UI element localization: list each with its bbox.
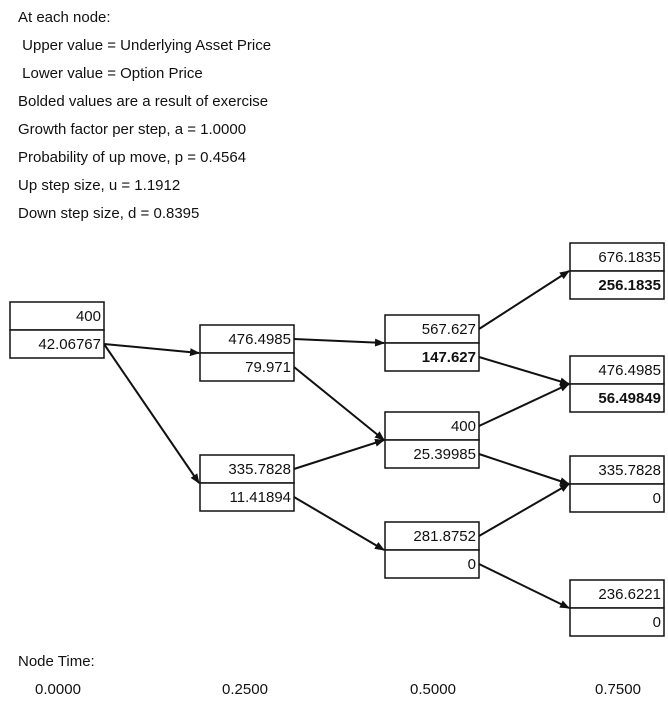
node-upper-box [569, 455, 665, 485]
node-lower-value: 42.06767 [38, 336, 101, 353]
node-upper-value: 236.6221 [598, 586, 661, 603]
node-lower-box [569, 270, 665, 300]
edge-arrow [293, 338, 385, 347]
edge-arrow [293, 366, 385, 441]
node-upper-value: 335.7828 [228, 461, 291, 478]
node-upper-value: 281.8752 [413, 528, 476, 545]
edge-arrow [293, 438, 385, 470]
node-lower-box [9, 329, 105, 359]
edge-arrow [103, 343, 200, 484]
node-upper-box [569, 242, 665, 272]
node-upper-box [384, 521, 480, 551]
node-lower-value: 256.1835 [598, 277, 661, 294]
note-line: Probability of up move, p = 0.4564 [18, 149, 246, 166]
node-lower-box [384, 439, 480, 469]
note-line: Upper value = Underlying Asset Price [18, 37, 271, 54]
node-time: 0.0000 [35, 681, 81, 698]
node-upper-value: 335.7828 [598, 462, 661, 479]
note-line: Down step size, d = 0.8395 [18, 205, 199, 222]
edge-arrow [478, 383, 570, 427]
node-lower-box [199, 352, 295, 382]
node-time: 0.5000 [410, 681, 456, 698]
node-time: 0.7500 [595, 681, 641, 698]
note-line: Growth factor per step, a = 1.0000 [18, 121, 246, 138]
node-lower-value: 25.39985 [413, 446, 476, 463]
node-upper-box [569, 579, 665, 609]
edge-arrow [478, 453, 570, 485]
node-upper-value: 400 [76, 308, 101, 325]
node-lower-box [569, 483, 665, 513]
edge-arrow [103, 343, 200, 357]
node-upper-box [569, 355, 665, 385]
node-lower-value: 0 [653, 490, 661, 507]
node-lower-value: 56.49849 [598, 390, 661, 407]
edge-arrow [293, 496, 385, 551]
node-lower-value: 0 [653, 614, 661, 631]
node-time-label: Node Time: [18, 653, 95, 670]
node-upper-value: 400 [451, 418, 476, 435]
edge-arrow [478, 356, 570, 386]
node-lower-value: 11.41894 [230, 489, 291, 506]
node-lower-value: 147.627 [422, 349, 476, 366]
note-line: Up step size, u = 1.1912 [18, 177, 180, 194]
node-upper-box [9, 301, 105, 331]
edge-arrow [478, 563, 570, 609]
node-upper-value: 476.4985 [228, 331, 291, 348]
edge-arrow [478, 270, 570, 330]
edge-arrow [478, 483, 570, 537]
node-lower-box [199, 482, 295, 512]
node-lower-value: 79.971 [245, 359, 291, 376]
note-line: Bolded values are a result of exercise [18, 93, 268, 110]
note-line: Lower value = Option Price [18, 65, 203, 82]
note-line: At each node: [18, 9, 111, 26]
node-lower-box [384, 342, 480, 372]
node-upper-value: 676.1835 [598, 249, 661, 266]
node-upper-value: 567.627 [422, 321, 476, 338]
node-lower-box [384, 549, 480, 579]
node-upper-value: 476.4985 [598, 362, 661, 379]
node-lower-box [569, 607, 665, 637]
node-lower-box [569, 383, 665, 413]
node-time: 0.2500 [222, 681, 268, 698]
node-lower-value: 0 [468, 556, 476, 573]
